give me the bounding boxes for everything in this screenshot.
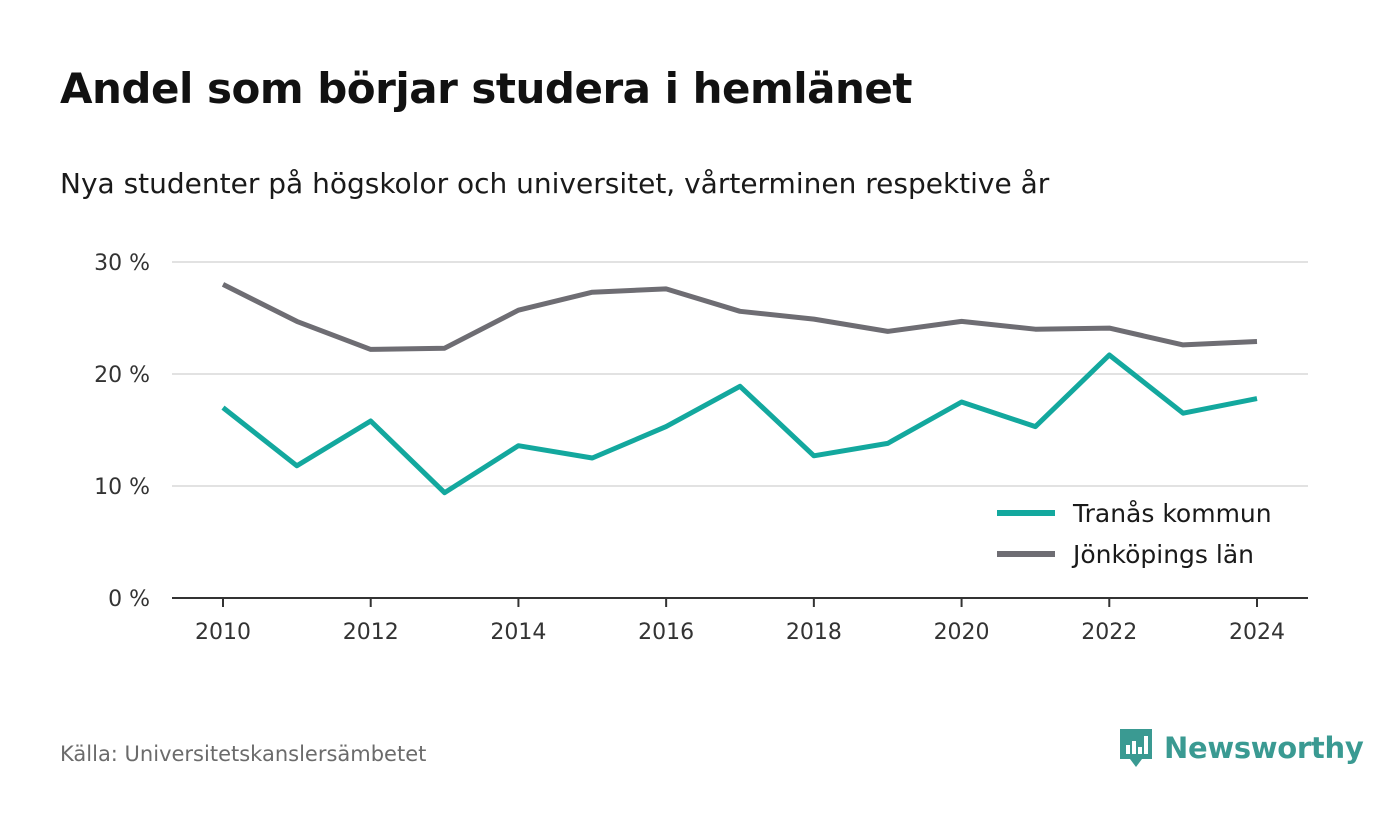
y-tick-label: 0 % <box>108 587 150 612</box>
x-tick-label: 2012 <box>343 620 399 645</box>
x-tick-label: 2016 <box>638 620 694 645</box>
y-tick-label: 10 % <box>94 475 150 500</box>
y-tick-label: 20 % <box>94 363 150 388</box>
newsworthy-logo-icon <box>1120 729 1152 767</box>
brand-name: Newsworthy <box>1164 731 1364 765</box>
brand-logo: Newsworthy <box>1118 727 1364 769</box>
chart-title: Andel som börjar studera i hemlänet <box>60 64 913 113</box>
legend-label: Tranås kommun <box>1072 499 1272 528</box>
source-note: Källa: Universitetskanslersämbetet <box>60 742 427 766</box>
x-tick-label: 2014 <box>490 620 546 645</box>
x-tick-label: 2022 <box>1081 620 1137 645</box>
chart-subtitle: Nya studenter på högskolor och universit… <box>60 167 1050 200</box>
series-line-jonkoping <box>221 282 1258 352</box>
series-line-tranas <box>221 352 1258 496</box>
x-tick-label: 2010 <box>195 620 251 645</box>
x-tick-label: 2024 <box>1229 620 1285 645</box>
legend-label: Jönköpings län <box>1071 540 1254 569</box>
x-tick-label: 2018 <box>786 620 842 645</box>
x-tick-label: 2020 <box>934 620 990 645</box>
y-tick-label: 30 % <box>94 251 150 276</box>
